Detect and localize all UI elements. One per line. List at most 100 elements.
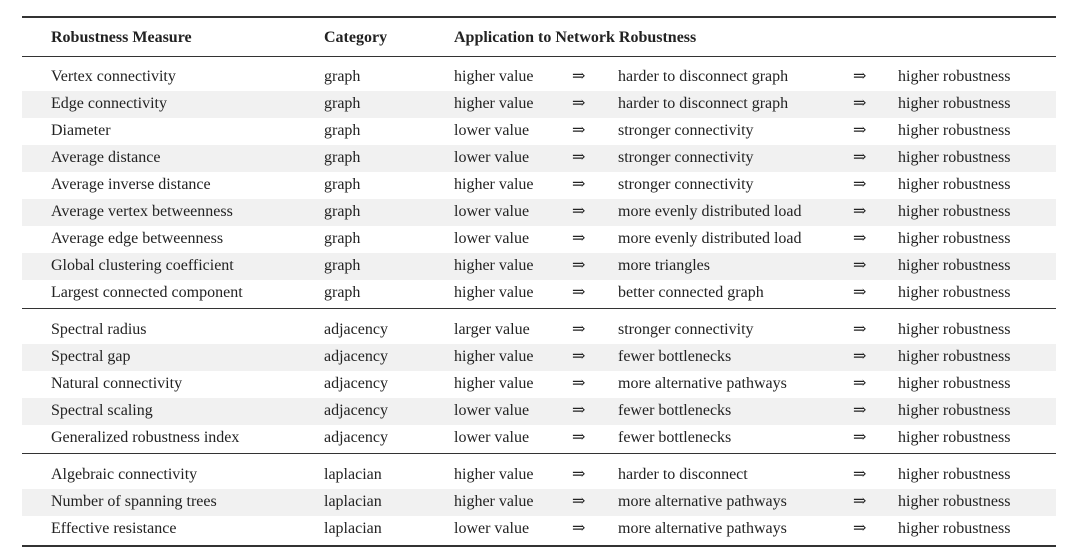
row-shade bbox=[22, 91, 1056, 118]
header-cell: Robustness Measure bbox=[51, 29, 192, 46]
arrow: ⇒ bbox=[853, 402, 867, 419]
cell: Spectral gap bbox=[51, 348, 131, 365]
cell: stronger connectivity bbox=[618, 149, 754, 166]
cell: laplacian bbox=[324, 466, 382, 483]
cell: Spectral scaling bbox=[51, 402, 153, 419]
row-shade bbox=[22, 398, 1056, 425]
cell: higher value bbox=[454, 348, 534, 365]
cell: higher robustness bbox=[898, 375, 1011, 392]
cell: higher robustness bbox=[898, 429, 1011, 446]
cell: Edge connectivity bbox=[51, 95, 167, 112]
cell: higher robustness bbox=[898, 203, 1011, 220]
cell: Diameter bbox=[51, 122, 111, 139]
cell: Effective resistance bbox=[51, 520, 177, 537]
cell: higher robustness bbox=[898, 520, 1011, 537]
cell: higher robustness bbox=[898, 122, 1011, 139]
arrow: ⇒ bbox=[853, 176, 867, 193]
cell: graph bbox=[324, 176, 361, 193]
bottom-rule bbox=[22, 545, 1056, 547]
cell: lower value bbox=[454, 149, 530, 166]
cell: lower value bbox=[454, 520, 530, 537]
arrow: ⇒ bbox=[853, 257, 867, 274]
arrow: ⇒ bbox=[853, 284, 867, 301]
cell: more evenly distributed load bbox=[618, 203, 802, 220]
cell: graph bbox=[324, 203, 361, 220]
cell: higher robustness bbox=[898, 402, 1011, 419]
cell: Vertex connectivity bbox=[51, 68, 176, 85]
cell: higher robustness bbox=[898, 149, 1011, 166]
cell: graph bbox=[324, 122, 361, 139]
arrow: ⇒ bbox=[572, 520, 586, 537]
arrow: ⇒ bbox=[853, 95, 867, 112]
row-shade bbox=[22, 145, 1056, 172]
group-rule bbox=[22, 308, 1056, 309]
arrow: ⇒ bbox=[572, 375, 586, 392]
header-cell: Category bbox=[324, 29, 388, 46]
cell: lower value bbox=[454, 122, 530, 139]
cell: higher robustness bbox=[898, 348, 1011, 365]
row-shade bbox=[22, 489, 1056, 516]
arrow: ⇒ bbox=[572, 122, 586, 139]
arrow: ⇒ bbox=[853, 68, 867, 85]
arrow: ⇒ bbox=[572, 429, 586, 446]
arrow: ⇒ bbox=[853, 348, 867, 365]
arrow: ⇒ bbox=[853, 493, 867, 510]
cell: higher value bbox=[454, 493, 534, 510]
cell: higher value bbox=[454, 257, 534, 274]
arrow: ⇒ bbox=[853, 122, 867, 139]
arrow: ⇒ bbox=[572, 203, 586, 220]
arrow: ⇒ bbox=[572, 493, 586, 510]
cell: harder to disconnect bbox=[618, 466, 748, 483]
cell: graph bbox=[324, 68, 361, 85]
cell: higher value bbox=[454, 95, 534, 112]
cell: lower value bbox=[454, 203, 530, 220]
header-rule bbox=[22, 56, 1056, 57]
arrow: ⇒ bbox=[853, 520, 867, 537]
cell: better connected graph bbox=[618, 284, 764, 301]
cell: more triangles bbox=[618, 257, 710, 274]
arrow: ⇒ bbox=[853, 230, 867, 247]
cell: adjacency bbox=[324, 402, 388, 419]
cell: more alternative pathways bbox=[618, 493, 787, 510]
cell: higher robustness bbox=[898, 95, 1011, 112]
cell: Natural connectivity bbox=[51, 375, 183, 392]
cell: Largest connected component bbox=[51, 284, 243, 301]
arrow: ⇒ bbox=[572, 176, 586, 193]
cell: adjacency bbox=[324, 348, 388, 365]
arrow: ⇒ bbox=[572, 466, 586, 483]
cell: graph bbox=[324, 149, 361, 166]
arrow: ⇒ bbox=[572, 348, 586, 365]
cell: higher value bbox=[454, 176, 534, 193]
cell: higher robustness bbox=[898, 493, 1011, 510]
cell: stronger connectivity bbox=[618, 321, 754, 338]
cell: larger value bbox=[454, 321, 530, 338]
arrow: ⇒ bbox=[572, 68, 586, 85]
arrow: ⇒ bbox=[572, 284, 586, 301]
cell: Average distance bbox=[51, 149, 161, 166]
cell: Average vertex betweenness bbox=[51, 203, 233, 220]
cell: Number of spanning trees bbox=[51, 493, 217, 510]
cell: higher robustness bbox=[898, 321, 1011, 338]
cell: adjacency bbox=[324, 321, 388, 338]
cell: adjacency bbox=[324, 375, 388, 392]
arrow: ⇒ bbox=[572, 257, 586, 274]
cell: laplacian bbox=[324, 520, 382, 537]
cell: stronger connectivity bbox=[618, 176, 754, 193]
group-rule bbox=[22, 453, 1056, 454]
cell: adjacency bbox=[324, 429, 388, 446]
row-shade bbox=[22, 344, 1056, 371]
cell: higher value bbox=[454, 68, 534, 85]
cell: higher value bbox=[454, 375, 534, 392]
arrow: ⇒ bbox=[853, 203, 867, 220]
cell: Average edge betweenness bbox=[51, 230, 224, 247]
arrow: ⇒ bbox=[853, 149, 867, 166]
cell: higher value bbox=[454, 466, 534, 483]
top-rule bbox=[22, 16, 1056, 18]
cell: fewer bottlenecks bbox=[618, 348, 732, 365]
cell: Algebraic connectivity bbox=[51, 466, 198, 483]
arrow: ⇒ bbox=[572, 402, 586, 419]
cell: graph bbox=[324, 257, 361, 274]
cell: higher robustness bbox=[898, 230, 1011, 247]
arrow: ⇒ bbox=[853, 321, 867, 338]
